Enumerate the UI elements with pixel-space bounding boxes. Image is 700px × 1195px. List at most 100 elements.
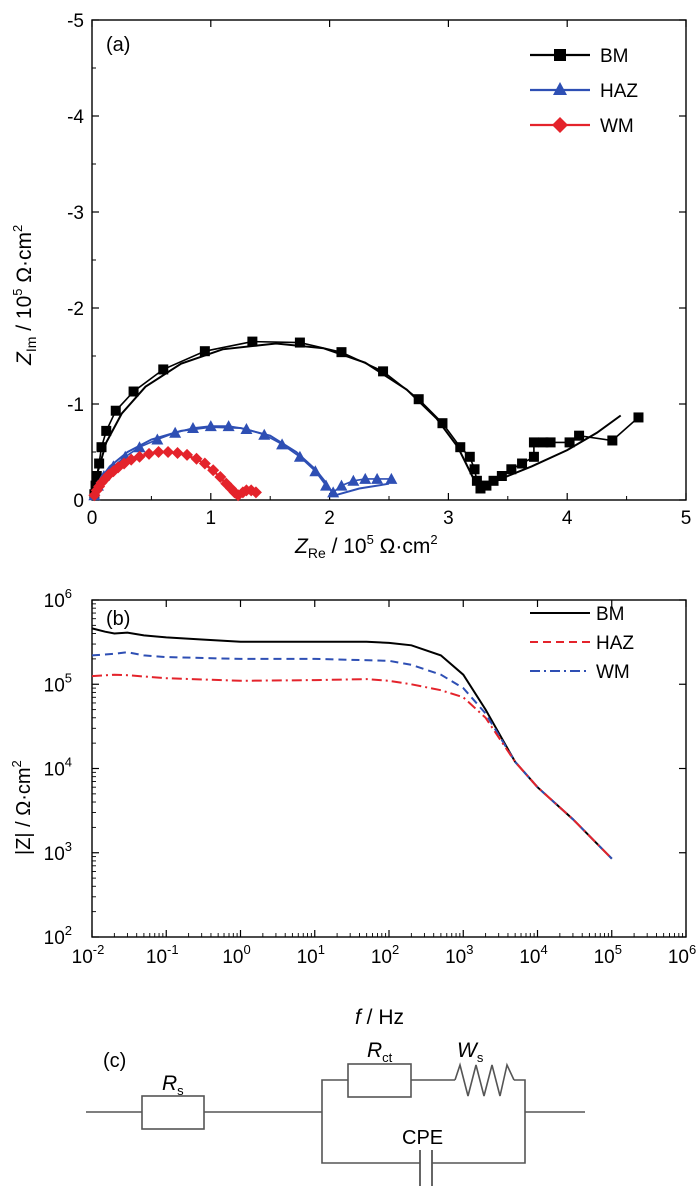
point-haz <box>276 438 289 450</box>
point-bm <box>336 347 347 358</box>
cpe-label: CPE <box>402 1127 443 1149</box>
point-wm <box>118 457 131 470</box>
panel-b-axes: 10-2 10-1 100 101 102 103 104 105 106 102 103 104 10… <box>44 586 697 968</box>
point-bm <box>437 418 448 429</box>
b-y-tick-label: 106 <box>44 586 72 612</box>
point-wm <box>190 452 203 465</box>
b-x-tick-label: 103 <box>445 942 473 968</box>
point-bm <box>496 471 507 481</box>
panel-c-equivalent-circuit: (c) Rs Rct Ws CPE <box>86 1039 585 1186</box>
panel-a-series <box>88 336 644 502</box>
point-bm <box>475 483 486 494</box>
a-x-tick-label: 1 <box>206 508 217 529</box>
legend-b-entry-haz: HAZ <box>530 633 634 654</box>
point-wm <box>198 457 211 470</box>
panel-a-label: (a) <box>106 34 130 56</box>
series-line-bm <box>93 340 640 495</box>
b-x-tick-label: 105 <box>594 942 622 968</box>
panel-a-legend: BM HAZ WM <box>530 46 638 137</box>
panel-b-label: (b) <box>106 608 130 630</box>
point-bm <box>538 437 549 448</box>
point-bm <box>247 336 258 347</box>
point-haz <box>347 474 360 486</box>
resistor-rs <box>141 1095 205 1130</box>
ws-label: Ws <box>457 1039 484 1065</box>
point-bm <box>488 475 499 486</box>
point-wm <box>162 446 175 458</box>
point-wm <box>207 464 220 477</box>
b-y-tick-label: 102 <box>44 923 72 949</box>
resistor-rct <box>347 1063 412 1098</box>
legend-b-label-haz: HAZ <box>596 633 634 654</box>
point-bm <box>96 442 107 453</box>
wire-left-branch <box>321 1079 420 1164</box>
point-bm <box>471 475 482 486</box>
point-bm <box>506 464 517 475</box>
point-bm <box>574 430 585 441</box>
point-haz <box>186 422 199 433</box>
point-haz <box>293 450 306 462</box>
b-x-tick-label: 10-2 <box>72 942 105 968</box>
legend-label-wm: WM <box>600 116 634 137</box>
point-wm <box>143 447 156 460</box>
point-bm <box>128 386 139 397</box>
point-bm <box>481 480 492 491</box>
b-y-tick-label: 105 <box>44 670 72 696</box>
point-bm <box>91 471 102 481</box>
a-y-tick-label: -5 <box>67 11 84 32</box>
a-y-tick-label: -1 <box>67 395 84 416</box>
b-y-tick-label: 103 <box>44 839 72 865</box>
point-bm <box>607 435 618 446</box>
point-wm <box>214 470 227 483</box>
point-haz <box>222 420 235 432</box>
b-x-tick-label: 10-1 <box>146 942 179 968</box>
panel-a-y-axis-title: ZIm / 105 Ω·cm2 <box>10 225 39 366</box>
panel-a-plot-frame <box>91 19 687 501</box>
legend-entry-bm: BM <box>530 46 629 67</box>
legend-marker-bm <box>554 49 566 61</box>
point-bm <box>413 394 424 405</box>
panel-b-series <box>91 627 613 860</box>
legend-b-entry-bm: BM <box>530 604 625 625</box>
point-haz <box>335 479 348 491</box>
point-wm <box>152 446 165 458</box>
a-x-tick-label: 4 <box>562 508 573 529</box>
b-x-tick-label: 106 <box>668 942 696 968</box>
panel-a-axes: 0 1 2 3 4 5 0 -1 -2 -3 -4 -5 <box>67 11 691 529</box>
b-x-tick-label: 101 <box>297 942 325 968</box>
point-haz <box>385 472 398 484</box>
point-bm <box>564 437 575 448</box>
point-bm <box>633 412 644 423</box>
point-bm <box>158 364 169 375</box>
point-wm <box>133 450 146 463</box>
a-x-tick-label: 3 <box>443 508 454 529</box>
point-bm <box>517 458 528 469</box>
capacitor-cpe <box>419 1150 433 1186</box>
bode-line-wm <box>91 673 613 860</box>
b-x-tick-label: 102 <box>371 942 399 968</box>
point-haz <box>320 479 333 491</box>
point-bm <box>110 405 121 416</box>
point-bm <box>545 437 556 448</box>
panel-b-bode-plot: 10-2 10-1 100 101 102 103 104 105 106 102 103 104 10… <box>9 586 696 1029</box>
legend-marker-haz <box>553 82 567 95</box>
panel-c-label: (c) <box>103 1050 126 1072</box>
a-y-tick-label: 0 <box>73 491 84 512</box>
panel-a-nyquist-plot: 0 1 2 3 4 5 0 -1 -2 -3 -4 -5 (a) BM HAZ WM ZRe / 10… <box>10 11 691 561</box>
point-bm <box>94 458 105 469</box>
a-y-tick-label: -2 <box>67 299 84 320</box>
point-bm <box>464 451 475 462</box>
panel-a-x-axis-title: ZRe / 105 Ω·cm2 <box>294 532 438 561</box>
point-bm <box>199 346 210 357</box>
point-haz <box>169 426 182 438</box>
a-x-tick-label: 0 <box>87 508 98 529</box>
point-haz <box>359 472 372 484</box>
point-haz <box>371 472 384 484</box>
rct-label: Rct <box>367 1039 393 1065</box>
panel-b-y-axis-title: |Z| / Ω·cm2 <box>9 760 35 855</box>
a-x-tick-label: 5 <box>681 508 692 529</box>
wire-right-branch <box>432 1079 526 1164</box>
point-haz <box>204 420 217 432</box>
panel-b-legend: BM HAZ WM <box>530 604 634 683</box>
